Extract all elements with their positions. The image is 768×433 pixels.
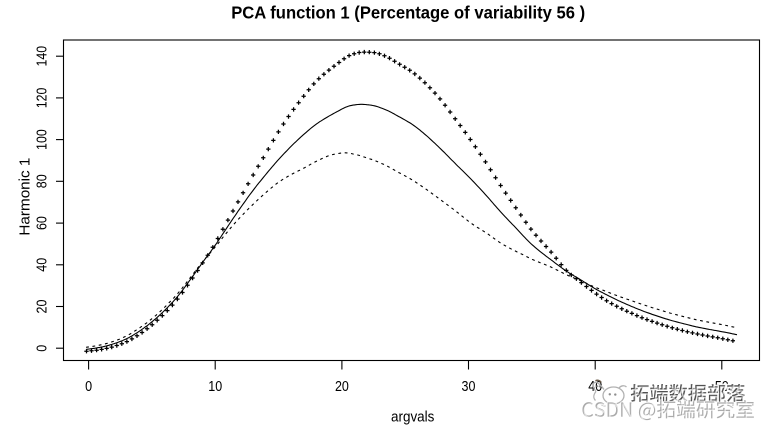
svg-text:40: 40 bbox=[588, 378, 602, 395]
svg-text:30: 30 bbox=[462, 378, 476, 395]
svg-text:10: 10 bbox=[208, 378, 222, 395]
svg-text:60: 60 bbox=[33, 216, 50, 230]
svg-text:argvals: argvals bbox=[391, 408, 435, 425]
svg-text:80: 80 bbox=[33, 174, 50, 188]
svg-text:20: 20 bbox=[33, 300, 50, 314]
svg-text:20: 20 bbox=[335, 378, 349, 395]
svg-text:140: 140 bbox=[33, 46, 50, 67]
svg-text:120: 120 bbox=[33, 88, 50, 109]
svg-text:0: 0 bbox=[85, 378, 92, 395]
svg-text:40: 40 bbox=[33, 258, 50, 272]
svg-text:Harmonic 1: Harmonic 1 bbox=[16, 158, 33, 236]
svg-text:100: 100 bbox=[33, 129, 50, 150]
svg-text:0: 0 bbox=[33, 345, 50, 352]
svg-text:PCA function 1 (Percentage of: PCA function 1 (Percentage of variabilit… bbox=[231, 2, 585, 22]
